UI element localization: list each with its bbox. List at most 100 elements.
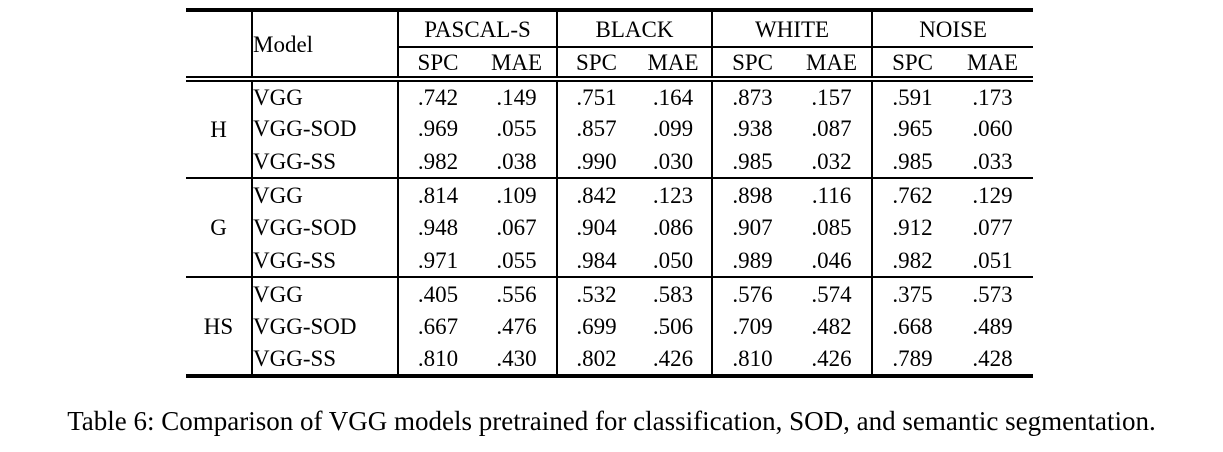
subheader-spc: SPC: [871, 47, 953, 82]
value-cell: .055: [496, 116, 537, 141]
value-cell: .033: [972, 148, 1013, 174]
value-cell: .982: [871, 244, 953, 277]
table-row: HS VGG .405 .556 .532 .583 .576 .574 .37…: [186, 276, 1034, 376]
header-group-black: BLACK: [556, 10, 713, 48]
value-cell: .428: [972, 346, 1013, 371]
value-cell: .762: [871, 177, 953, 211]
value-cell: .971: [397, 244, 477, 277]
header-group-noise: NOISE: [871, 10, 1034, 48]
value-cell: .810: [397, 343, 477, 376]
results-table: Model PASCAL-S BLACK WHITE NOISE SPC MAE…: [186, 8, 1034, 378]
value-cell: .948: [397, 211, 477, 244]
row-group-label: HS: [186, 276, 252, 376]
model-cell: VGG-SS: [251, 343, 398, 376]
corner-cell: [186, 10, 252, 82]
value-cell: .984: [556, 244, 636, 277]
model-cell: VGG: [251, 276, 398, 310]
subheader-mae: MAE: [952, 47, 1034, 82]
model-cell: VGG-SS: [251, 145, 398, 178]
value-cell: .430: [496, 346, 537, 371]
value-cell: .173: [952, 78, 1034, 112]
header-group-white: WHITE: [711, 10, 873, 48]
value-cell: .164: [635, 78, 713, 112]
value-cell: .810: [711, 343, 793, 376]
value-cell: .050: [652, 247, 694, 273]
value-cell: .985: [711, 145, 793, 178]
value-cell: .375: [871, 276, 953, 310]
model-cell: VGG-SOD: [251, 310, 398, 343]
value-cell: .898: [711, 177, 793, 211]
value-cell: .426: [652, 346, 694, 371]
value-cell: .965: [871, 112, 953, 145]
value-cell: .573: [952, 276, 1034, 310]
value-cell: .583: [635, 276, 713, 310]
value-cell: .667: [397, 310, 477, 343]
value-cell: .742: [397, 78, 477, 112]
value-cell: .532: [556, 276, 636, 310]
value-cell: .085: [811, 215, 852, 240]
value-cell: .077: [972, 215, 1013, 240]
value-cell: .129: [952, 177, 1034, 211]
value-cell: .668: [871, 310, 953, 343]
value-cell: .576: [711, 276, 793, 310]
table-caption: Table 6: Comparison of VGG models pretra…: [67, 406, 1156, 436]
value-cell: .051: [972, 247, 1013, 273]
value-cell: .904: [556, 211, 636, 244]
value-cell: .426: [811, 346, 852, 371]
value-cell: .989: [711, 244, 793, 277]
subheader-spc: SPC: [397, 47, 477, 82]
value-cell: .149: [477, 78, 558, 112]
table-row: G VGG .814 .109 .842 .123 .898 .116 .762…: [186, 177, 1034, 277]
table-row: VGG-SOD .667 .476 .699 .506 .709 .482 .6…: [186, 310, 1033, 343]
value-cell: .123: [635, 177, 713, 211]
value-cell: .087: [811, 116, 852, 141]
value-cell: .985: [871, 145, 953, 178]
row-group-label: H: [186, 78, 252, 178]
model-cell: VGG: [251, 78, 398, 112]
subheader-spc: SPC: [711, 47, 793, 82]
value-cell: .055: [496, 247, 537, 273]
value-cell: .506: [652, 314, 694, 339]
value-cell: .476: [496, 314, 537, 339]
value-cell: .046: [811, 247, 852, 273]
table-row: H VGG .742 .149 .751 .164 .873 .157 .591…: [186, 78, 1034, 178]
value-cell: .099: [652, 116, 694, 141]
value-cell: .912: [871, 211, 953, 244]
value-cell: .482: [811, 314, 852, 339]
subheader-spc: SPC: [556, 47, 636, 82]
table-row: VGG-SOD .969 .055 .857 .099 .938 .087 .9…: [186, 112, 1033, 145]
value-cell: .990: [556, 145, 636, 178]
value-cell: .814: [397, 177, 477, 211]
value-cell: .789: [871, 343, 953, 376]
model-cell: VGG-SOD: [251, 211, 398, 244]
value-cell: .032: [811, 148, 852, 174]
value-cell: .489: [972, 314, 1013, 339]
row-group-label: G: [186, 177, 252, 277]
table-row: VGG-SS .982 .038 .990 .030 .985 .032 .98…: [186, 145, 1033, 178]
value-cell: .842: [556, 177, 636, 211]
value-cell: .109: [477, 177, 558, 211]
value-cell: .969: [397, 112, 477, 145]
value-cell: .038: [496, 148, 537, 174]
model-cell: VGG-SS: [251, 244, 398, 277]
value-cell: .907: [711, 211, 793, 244]
value-cell: .030: [652, 148, 694, 174]
subheader-mae: MAE: [477, 47, 558, 82]
value-cell: .086: [652, 215, 694, 240]
subheader-mae: MAE: [792, 47, 873, 82]
value-cell: .982: [397, 145, 477, 178]
value-cell: .060: [972, 116, 1013, 141]
value-cell: .574: [792, 276, 873, 310]
value-cell: .751: [556, 78, 636, 112]
header-model: Model: [251, 10, 398, 82]
value-cell: .157: [792, 78, 873, 112]
model-cell: VGG: [251, 177, 398, 211]
header-group-pascal-s: PASCAL-S: [396, 10, 558, 48]
value-cell: .699: [556, 310, 636, 343]
value-cell: .873: [711, 78, 793, 112]
value-cell: .116: [792, 177, 873, 211]
table-row: VGG-SS .810 .430 .802 .426 .810 .426 .78…: [186, 343, 1033, 376]
value-cell: .405: [397, 276, 477, 310]
value-cell: .857: [556, 112, 636, 145]
